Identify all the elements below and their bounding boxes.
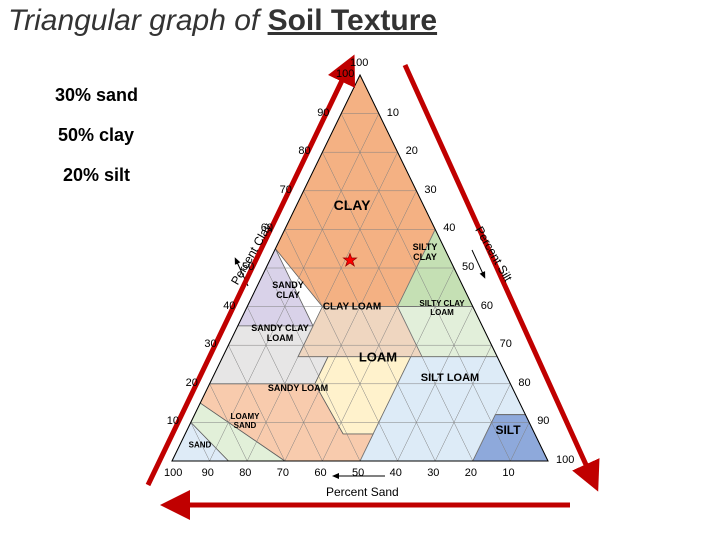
label-silty-clay-loam: SILTY CLAYLOAM xyxy=(419,299,464,317)
label-loam: LOAM xyxy=(359,350,397,365)
tick-sand-10: 10 xyxy=(502,467,514,479)
tick-sand-50: 50 xyxy=(352,467,364,479)
label-sand: SAND xyxy=(189,441,212,450)
label-silt-loam: SILT LOAM xyxy=(421,372,479,384)
tick-clay-30: 30 xyxy=(204,338,216,350)
label-clay-loam: CLAY LOAM xyxy=(323,302,381,313)
label-sandy-clay-loam: SANDY CLAYLOAM xyxy=(251,323,309,343)
tick-silt-70: 70 xyxy=(500,338,512,350)
sample-point-star xyxy=(342,252,358,268)
tick-silt-50: 50 xyxy=(462,261,474,273)
tick-silt-30: 30 xyxy=(424,184,436,196)
tick-silt-40: 40 xyxy=(443,222,455,234)
tick-silt-20: 20 xyxy=(406,145,418,157)
tick-clay-10: 10 xyxy=(167,415,179,427)
tick-sand-80: 80 xyxy=(239,467,251,479)
tick-silt-90: 90 xyxy=(537,415,549,427)
tick-clay-40: 40 xyxy=(223,300,235,312)
label-sandy-clay: SANDYCLAY xyxy=(272,280,304,300)
tick-silt-80: 80 xyxy=(518,377,530,389)
tick-silt-10: 10 xyxy=(387,107,399,119)
tick-sand-100: 100 xyxy=(164,467,182,479)
tick-clay-100: 100 xyxy=(336,68,354,80)
label-silty-clay: SILTYCLAY xyxy=(413,242,438,262)
tick-sand-20: 20 xyxy=(465,467,477,479)
tick-sand-40: 40 xyxy=(390,467,402,479)
tick-sand-60: 60 xyxy=(314,467,326,479)
tick-silt-60: 60 xyxy=(481,300,493,312)
tick-sand-70: 70 xyxy=(277,467,289,479)
axis-label-sand: Percent Sand xyxy=(326,485,399,499)
tick-silt-100: 100 xyxy=(556,454,574,466)
tick-sand-90: 90 xyxy=(202,467,214,479)
label-loamy-sand: LOAMYSAND xyxy=(231,412,260,430)
tick-clay-80: 80 xyxy=(298,145,310,157)
label-clay: CLAY xyxy=(334,197,371,213)
tick-clay-70: 70 xyxy=(280,184,292,196)
label-sandy-loam: SANDY LOAM xyxy=(268,383,328,393)
label-silt: SILT xyxy=(495,423,520,437)
soil-texture-triangle xyxy=(0,0,720,540)
tick-sand-30: 30 xyxy=(427,467,439,479)
tick-clay-90: 90 xyxy=(317,107,329,119)
tick-clay-100: 100 xyxy=(350,57,368,69)
tick-clay-20: 20 xyxy=(186,377,198,389)
